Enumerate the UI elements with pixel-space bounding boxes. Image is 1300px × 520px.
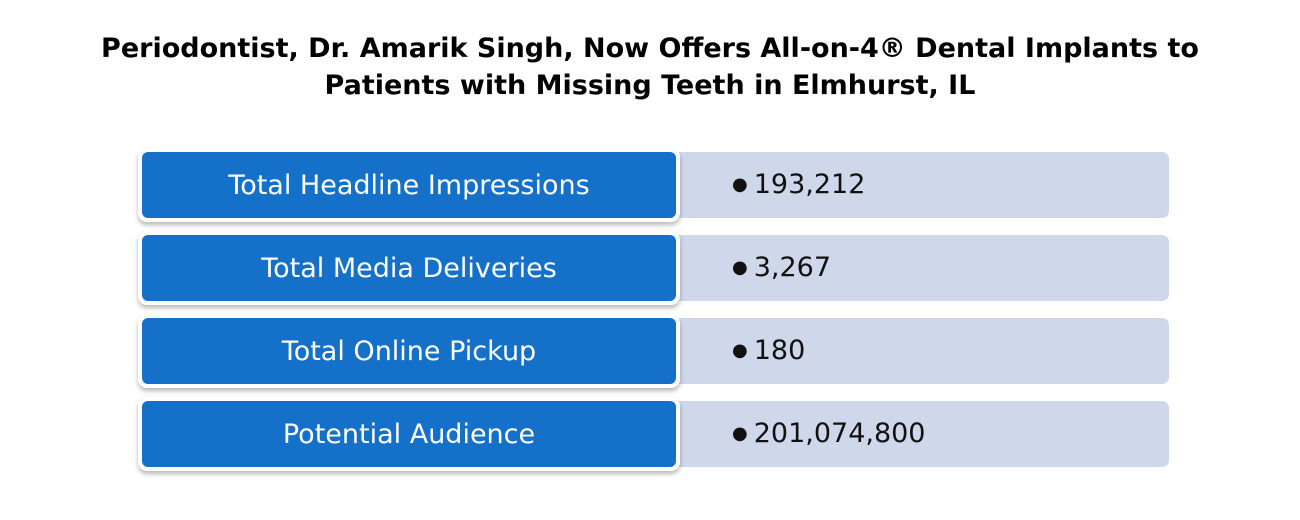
metric-value: ● 193,212 (732, 149, 865, 221)
metric-value-box (652, 152, 1169, 218)
metric-value: ● 201,074,800 (732, 398, 926, 470)
metric-label: Potential Audience (142, 401, 676, 467)
metric-label-box: Total Online Pickup (138, 314, 680, 388)
metric-row: ● 3,267 Total Media Deliveries (0, 231, 1300, 305)
bullet-icon: ● (732, 174, 748, 195)
bullet-icon: ● (732, 257, 748, 278)
metric-value-box (652, 318, 1169, 384)
metric-value: ● 3,267 (732, 232, 831, 304)
metric-value: ● 180 (732, 315, 805, 387)
metric-value-text: 3,267 (753, 252, 832, 283)
metric-row: ● 193,212 Total Headline Impressions (0, 148, 1300, 222)
metric-label-box: Total Headline Impressions (138, 148, 680, 222)
metric-label: Total Online Pickup (142, 318, 676, 384)
metric-label: Total Headline Impressions (142, 152, 676, 218)
metric-value-box (652, 235, 1169, 301)
chart-title-line-1: Periodontist, Dr. Amarik Singh, Now Offe… (101, 33, 1199, 64)
bullet-icon: ● (732, 423, 748, 444)
metric-value-text: 180 (753, 335, 806, 366)
metric-label: Total Media Deliveries (142, 235, 676, 301)
metric-value-box (652, 401, 1169, 467)
metric-label-box: Total Media Deliveries (138, 231, 680, 305)
chart-title: Periodontist, Dr. Amarik Singh, Now Offe… (0, 30, 1300, 104)
metric-label-box: Potential Audience (138, 397, 680, 471)
bullet-icon: ● (732, 340, 748, 361)
metric-value-text: 193,212 (753, 169, 866, 200)
metric-row: ● 201,074,800 Potential Audience (0, 397, 1300, 471)
chart-title-line-2: Patients with Missing Teeth in Elmhurst,… (324, 70, 976, 101)
metric-value-text: 201,074,800 (753, 418, 926, 449)
metric-row: ● 180 Total Online Pickup (0, 314, 1300, 388)
